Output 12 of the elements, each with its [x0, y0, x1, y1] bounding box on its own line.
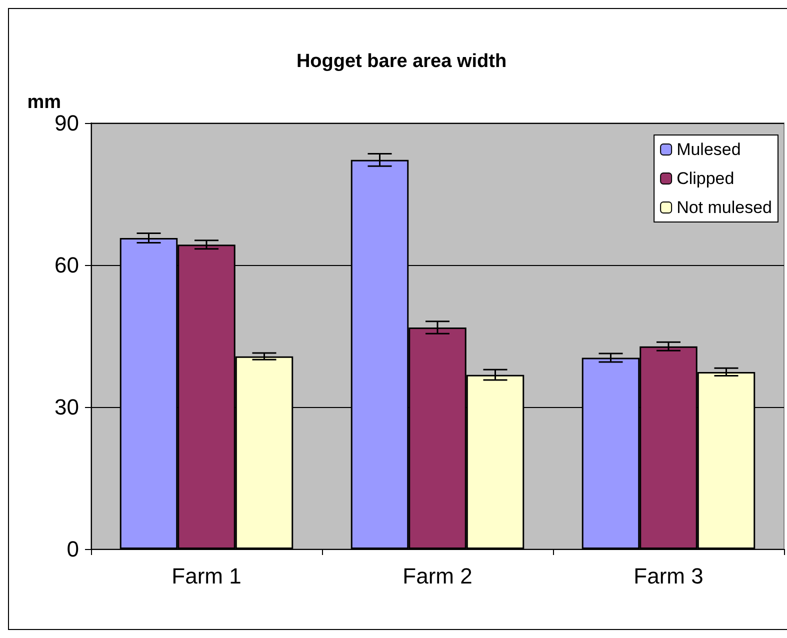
x-tick-label: Farm 1 — [172, 564, 242, 588]
legend-label: Clipped — [676, 169, 734, 188]
y-tick-label: 60 — [54, 252, 79, 278]
x-tick-label: Farm 2 — [402, 564, 472, 588]
x-tick-label: Farm 3 — [634, 564, 704, 588]
y-tick-label: 90 — [54, 110, 79, 136]
y-axis-title: mm — [27, 92, 61, 114]
chart-title: Hogget bare area width — [296, 51, 507, 72]
legend-label: Mulesed — [676, 140, 741, 159]
legend-label: Not mulesed — [676, 198, 772, 217]
y-tick-label: 30 — [54, 394, 79, 420]
y-tick-label: 0 — [66, 536, 79, 562]
